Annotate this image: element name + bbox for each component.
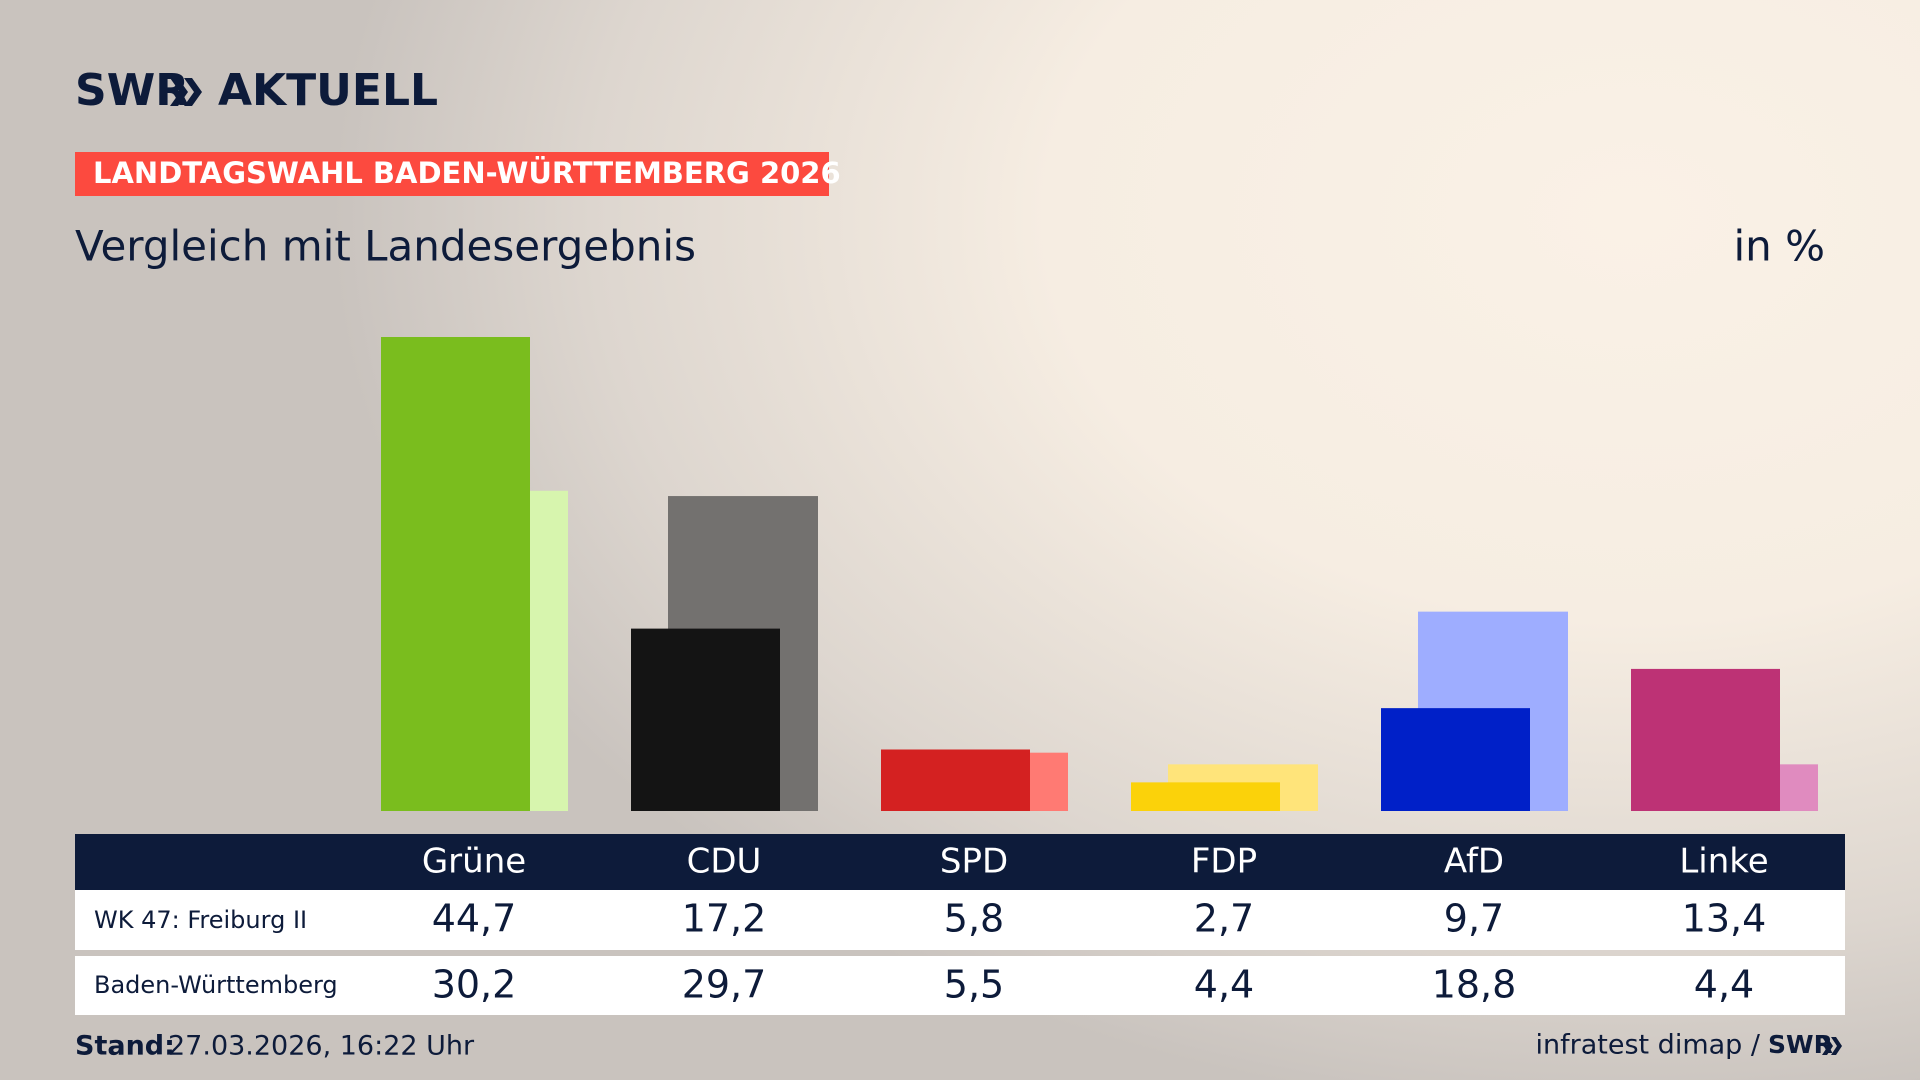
table-header [75, 834, 1845, 890]
category-label: FDP [1191, 842, 1257, 882]
bar [381, 337, 530, 811]
row-label: Baden-Württemberg [94, 971, 338, 999]
category-label: Linke [1679, 842, 1768, 882]
value-label: 9,7 [1444, 897, 1504, 941]
logo-product: AKTUELL [218, 65, 438, 116]
bars [381, 337, 1818, 811]
stand-label: Stand: [75, 1031, 175, 1062]
source: infratest dimap / [1535, 1030, 1760, 1061]
bar [631, 628, 780, 811]
row-label: WK 47: Freiburg II [94, 906, 307, 934]
bar [1631, 668, 1780, 811]
header-box [75, 152, 829, 196]
footer-chevrons [1822, 1037, 1842, 1055]
value-label: 30,2 [432, 963, 517, 1007]
table-row [75, 890, 1845, 950]
stand: 27.03.2026, 16:22 Uhr [168, 1031, 475, 1062]
chart-title: Vergleich mit Landesergebnis [75, 222, 696, 271]
category-label: SPD [940, 842, 1008, 882]
category-label: CDU [687, 842, 762, 882]
value-label: 4,4 [1194, 963, 1254, 1007]
value-label: 5,5 [944, 963, 1004, 1007]
value-label: 44,7 [432, 897, 517, 941]
value-label: 18,8 [1432, 963, 1517, 1007]
logo-chevrons [170, 78, 202, 106]
value-label: 5,8 [944, 897, 1004, 941]
logo: SWR AKTUELL [75, 65, 438, 116]
header: LANDTAGSWAHL BADEN-WÜRTTEMBERG 2026 [93, 156, 841, 190]
value-label: 17,2 [682, 897, 767, 941]
table: Grüne 44,7 30,2 CDU 17,2 29,7 SPD 5,8 5,5 FDP 2,7 4… [94, 842, 1769, 1007]
category-label: AfD [1444, 842, 1504, 882]
bar [1381, 708, 1530, 811]
value-label: 29,7 [682, 963, 767, 1007]
value-label: 2,7 [1194, 897, 1254, 941]
logo-swr: SWR [75, 65, 189, 116]
value-label: 13,4 [1682, 897, 1767, 941]
bar [881, 749, 1030, 811]
bar [1131, 782, 1280, 811]
unit-label: in % [1733, 222, 1825, 271]
table-row [75, 956, 1845, 1015]
value-label: 4,4 [1694, 963, 1754, 1007]
footer-logo: SWR [1768, 1030, 1833, 1059]
category-label: Grüne [422, 842, 526, 882]
